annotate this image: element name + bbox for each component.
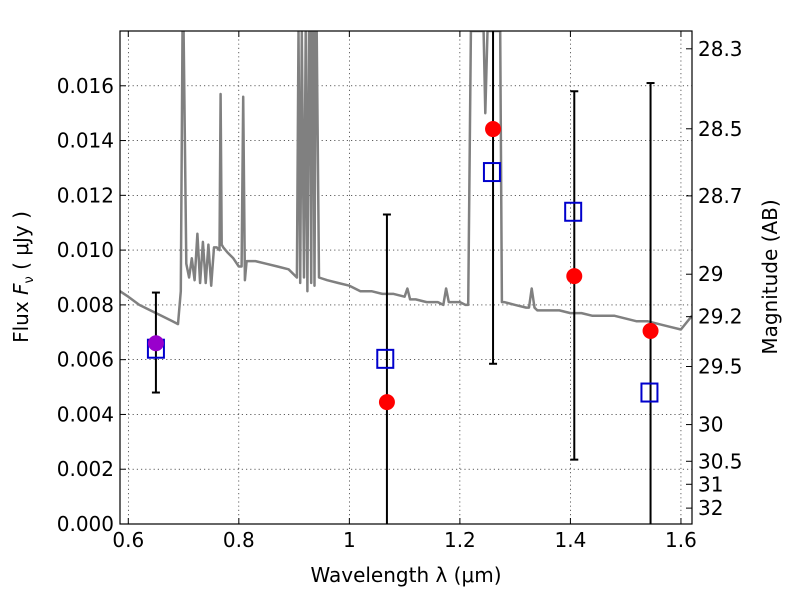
model-square — [482, 162, 501, 183]
x-tick-label: 1.6 — [665, 528, 697, 552]
x-tick-label: 1.2 — [444, 528, 476, 552]
y2-tick-label: 28.5 — [698, 117, 743, 141]
model-square — [564, 201, 583, 222]
y-tick-label: 0.010 — [57, 238, 114, 262]
model-square — [376, 348, 395, 369]
axes: 0.6 0.8 1 1.2 1.4 1.6 0.000 0.002 0.004 0.006 0.00… — [57, 31, 743, 552]
y2-tick-label: 29 — [698, 262, 723, 286]
x-axis-label: Wavelength λ (μm) — [310, 563, 501, 587]
observed-point — [485, 121, 502, 138]
observed-point — [642, 322, 659, 339]
y-tick-label: 0.006 — [57, 348, 114, 372]
observed-point — [378, 394, 395, 411]
y-tick-label: 0.002 — [57, 457, 114, 481]
model-square — [640, 382, 659, 403]
x-tick-label: 1.4 — [555, 528, 587, 552]
y-axis-label: Flux Fν ( μJy ) — [9, 211, 37, 343]
y2-tick-label: 30.5 — [698, 449, 743, 473]
x-tick-label: 0.6 — [112, 528, 144, 552]
y2-axis-label: Magnitude (AB) — [758, 199, 782, 354]
y2-tick-label: 29.2 — [698, 305, 743, 329]
observed-point — [147, 335, 164, 352]
y2-tick-label: 29.5 — [698, 355, 743, 379]
spectrum-line — [120, 31, 692, 331]
y-tick-label: 0.004 — [57, 402, 114, 426]
x-tick-label: 0.8 — [223, 528, 255, 552]
observed-point — [566, 268, 583, 285]
plot-area — [120, 31, 692, 524]
y-tick-label: 0.000 — [57, 512, 114, 536]
y-tick-label: 0.014 — [57, 129, 114, 153]
y2-tick-label: 31 — [698, 472, 723, 496]
plot-frame — [119, 30, 693, 525]
x-tick-label: 1 — [343, 528, 356, 552]
y2-tick-label: 28.7 — [698, 184, 743, 208]
y-tick-label: 0.016 — [57, 74, 114, 98]
y-tick-label: 0.012 — [57, 183, 114, 207]
y2-tick-label: 30 — [698, 413, 723, 437]
y2-tick-label: 32 — [698, 496, 723, 520]
y2-tick-label: 28.3 — [698, 37, 743, 61]
y-tick-label: 0.008 — [57, 293, 114, 317]
